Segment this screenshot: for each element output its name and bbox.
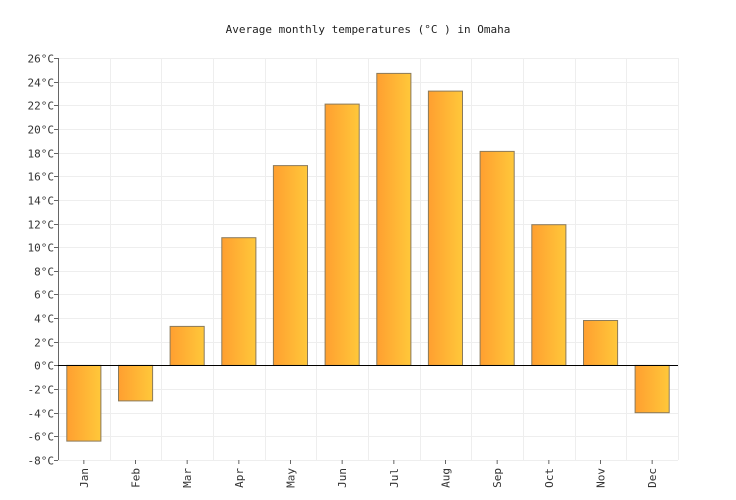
y-tick-label: 16°C: [28, 171, 55, 184]
chart-title: Average monthly temperatures (°C ) in Om…: [226, 23, 511, 36]
bar-jul: [376, 72, 412, 366]
y-tick-label: 10°C: [28, 242, 55, 255]
y-tick-label: 18°C: [28, 148, 55, 161]
axes: [58, 58, 678, 460]
y-tick-label: 24°C: [28, 77, 55, 90]
y-tick-label: -8°C: [28, 455, 55, 468]
bar-dec: [634, 364, 670, 414]
y-tick-label: 6°C: [34, 289, 54, 302]
bar-oct: [531, 224, 567, 366]
y-tick-label: 2°C: [34, 337, 54, 350]
y-tick-label: 0°C: [34, 360, 54, 373]
bar-sep: [479, 150, 515, 366]
y-tick-label: 14°C: [28, 195, 55, 208]
x-tick-label-apr: Apr: [233, 468, 246, 488]
bar-mar: [169, 325, 205, 366]
bar-apr: [221, 237, 257, 366]
bar-feb: [118, 364, 154, 402]
bar-nov: [583, 320, 619, 366]
y-tick-label: 4°C: [34, 313, 54, 326]
y-tick-label: -4°C: [28, 408, 55, 421]
x-tick-label-jan: Jan: [78, 468, 91, 488]
x-tick-label-jun: Jun: [336, 468, 349, 488]
y-tick-label: 20°C: [28, 124, 55, 137]
x-tick-label-aug: Aug: [440, 468, 453, 488]
y-tick-label: 12°C: [28, 219, 55, 232]
x-tick-label-oct: Oct: [543, 468, 556, 488]
y-tick-label: 8°C: [34, 266, 54, 279]
x-axis-ticks: Jan Feb Mar Apr May Jun Jul Aug Sep Oct Nov Dec: [78, 460, 659, 488]
bar-jan: [66, 364, 102, 442]
x-tick-label-jul: Jul: [388, 468, 401, 488]
bar-aug: [427, 90, 463, 366]
y-tick-label: -2°C: [28, 384, 55, 397]
x-tick-label-nov: Nov: [595, 468, 608, 488]
y-tick-label: 22°C: [28, 100, 55, 113]
x-tick-label-may: May: [285, 468, 298, 488]
x-tick-label-feb: Feb: [130, 468, 143, 488]
x-tick-label-dec: Dec: [646, 468, 659, 488]
y-tick-label: 26°C: [28, 53, 55, 66]
x-tick-label-mar: Mar: [181, 468, 194, 488]
y-axis-ticks: -8°C -6°C -4°C -2°C 0°C 2°C 4°C 6°C 8°C 10°C 12°C 1…: [28, 53, 58, 468]
x-tick-label-sep: Sep: [491, 468, 504, 488]
bar-may: [272, 165, 308, 366]
bars: [66, 72, 670, 442]
bar-jun: [324, 103, 360, 366]
grid: [58, 58, 679, 461]
y-tick-label: -6°C: [28, 431, 55, 444]
